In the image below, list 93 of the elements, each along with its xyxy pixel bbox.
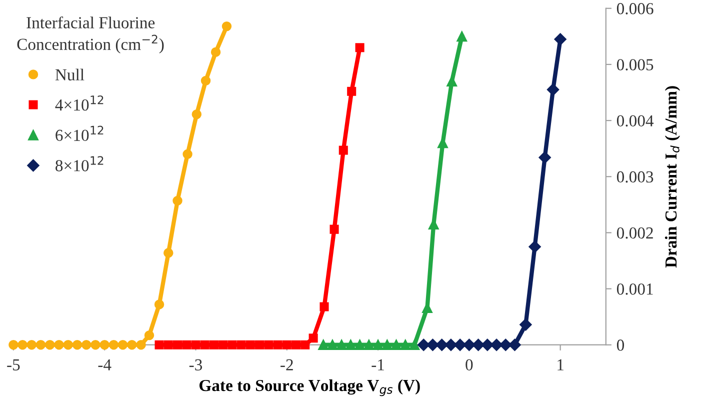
point xyxy=(255,340,264,350)
point xyxy=(546,84,560,96)
point xyxy=(426,338,439,351)
point xyxy=(355,43,364,52)
legend-label: 8×10$^{12}$ xyxy=(56,156,104,172)
point xyxy=(63,340,73,350)
x-tick-label: -4 xyxy=(98,359,112,370)
point xyxy=(520,318,532,331)
point xyxy=(136,340,146,350)
point xyxy=(54,340,64,350)
point xyxy=(164,340,173,350)
point xyxy=(264,340,274,350)
x-tick-label: 0 xyxy=(466,359,473,370)
y-tick-label: 0.006 xyxy=(616,3,654,14)
point xyxy=(320,302,329,312)
point xyxy=(347,86,356,96)
point xyxy=(391,340,402,350)
point xyxy=(330,224,339,234)
point xyxy=(246,340,255,350)
x-tick-label: -2 xyxy=(280,359,293,370)
y-tick-label: 0.005 xyxy=(616,59,654,70)
point xyxy=(436,338,448,351)
point xyxy=(81,340,92,350)
point xyxy=(108,340,119,350)
point xyxy=(400,340,411,350)
point xyxy=(338,146,348,155)
legend-title: Interfacial Fluorine Concentration (cm$^{−2}$) xyxy=(17,16,164,54)
point xyxy=(45,340,55,350)
point xyxy=(236,340,246,350)
point xyxy=(72,340,82,350)
point xyxy=(209,340,218,350)
point xyxy=(456,31,468,42)
y-tick-label: 0.003 xyxy=(616,171,654,183)
x-axis-title: Gate to Source Voltage V$_{gs}$ (V) xyxy=(199,379,420,396)
legend-label: 6×10$^{12}$ xyxy=(56,126,104,141)
point xyxy=(273,340,282,350)
point xyxy=(192,109,202,120)
point xyxy=(500,338,512,351)
x-tick-label: -1 xyxy=(372,359,384,370)
point xyxy=(327,340,338,350)
point xyxy=(127,340,137,350)
point xyxy=(382,340,392,350)
legend-label: 4×10$^{12}$ xyxy=(55,95,104,111)
point xyxy=(118,340,128,350)
point xyxy=(222,21,232,32)
point xyxy=(472,338,484,351)
point xyxy=(300,340,310,350)
y-tick-label: 0 xyxy=(616,340,624,351)
point xyxy=(191,340,200,350)
point xyxy=(446,76,458,86)
point xyxy=(508,338,521,351)
point xyxy=(164,248,174,258)
point xyxy=(18,340,28,350)
point xyxy=(154,300,164,310)
y-tick-label: 0.002 xyxy=(616,227,653,239)
point xyxy=(172,340,182,350)
point xyxy=(318,340,329,350)
x-tick-label: -5 xyxy=(7,359,20,370)
point xyxy=(308,334,318,343)
point xyxy=(463,338,476,351)
point xyxy=(364,340,374,350)
point xyxy=(182,149,192,160)
point xyxy=(345,340,356,350)
y-axis-title: Drain Current I$_{d}$ (A/mm) xyxy=(664,86,680,268)
point xyxy=(538,151,551,164)
point xyxy=(528,240,541,253)
point xyxy=(172,196,182,206)
point xyxy=(228,340,237,350)
point xyxy=(100,340,110,350)
x-tick-label: 1 xyxy=(558,359,564,370)
point xyxy=(409,340,420,350)
point xyxy=(291,340,301,350)
point xyxy=(481,338,494,351)
point xyxy=(200,340,210,350)
point xyxy=(144,330,154,340)
point xyxy=(36,340,46,350)
y-tick-label: 0.004 xyxy=(616,115,654,127)
point xyxy=(372,340,384,350)
legend-label: Null xyxy=(55,68,84,80)
y-tick-label: 0.001 xyxy=(616,283,653,295)
point xyxy=(200,76,211,86)
point xyxy=(182,340,192,350)
point xyxy=(554,33,566,46)
point xyxy=(354,340,366,350)
point xyxy=(218,340,228,350)
point xyxy=(418,338,430,351)
point xyxy=(154,340,164,350)
point xyxy=(90,340,100,350)
point xyxy=(210,47,221,57)
point xyxy=(282,340,292,350)
x-tick-label: -3 xyxy=(189,359,202,370)
point xyxy=(336,340,347,350)
point xyxy=(26,340,37,350)
